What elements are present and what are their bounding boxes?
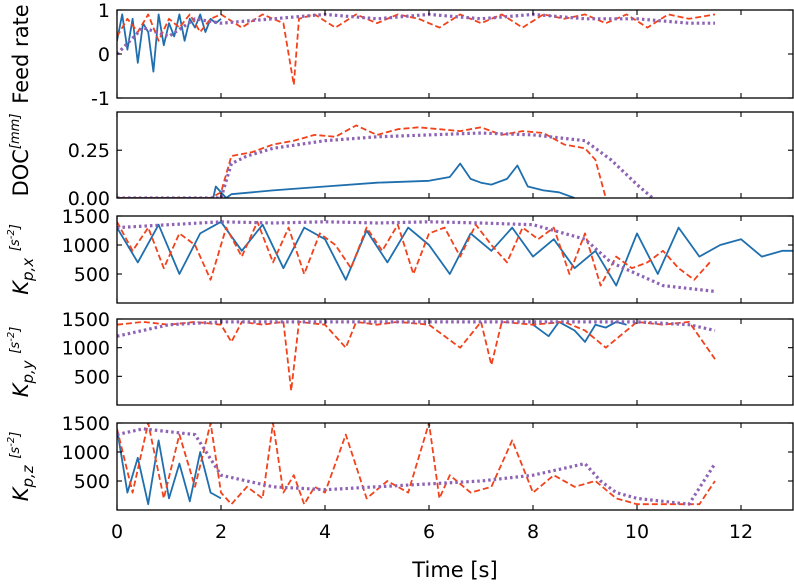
y-tick-label: 1000 xyxy=(62,235,110,257)
series-line-dotted xyxy=(117,427,717,506)
series-group xyxy=(117,320,716,392)
panel-frame xyxy=(116,422,794,511)
y-tick-label: 1500 xyxy=(62,206,110,228)
x-tick-label: 0 xyxy=(111,521,123,543)
y-tick-label: 500 xyxy=(74,471,110,493)
series-line-dashed xyxy=(117,321,716,392)
panel-feed: -1 0 1 Feed rate xyxy=(9,0,794,110)
series-group xyxy=(117,220,793,293)
y-tick-label: 1000 xyxy=(62,338,110,360)
panel-frame xyxy=(116,318,794,406)
series-line-dotted xyxy=(117,12,715,56)
panel-doc: 0.00 0.25 DOC[mm] xyxy=(8,111,794,210)
y-axis-label: Kp,y [s-2] xyxy=(6,327,37,398)
series-group xyxy=(117,12,716,86)
series-line-solid xyxy=(117,13,222,73)
series-group xyxy=(117,124,654,198)
x-tick-label: 8 xyxy=(527,521,539,543)
y-tick-label: 500 xyxy=(74,366,110,388)
series-line-dotted xyxy=(117,220,716,293)
x-tick-label: 10 xyxy=(625,521,649,543)
panel-kpy: 500 1000 1500 Kp,y [s-2] xyxy=(6,309,794,406)
x-tick-label: 12 xyxy=(729,521,753,543)
y-tick-label: 500 xyxy=(74,264,110,286)
y-tick-label: 1500 xyxy=(62,309,110,331)
y-tick-label: 1000 xyxy=(62,442,110,464)
panel-kpx: 500 1000 1500 Kp,x [s-2] xyxy=(6,206,794,304)
y-axis-label: DOC[mm] xyxy=(8,114,33,197)
series-line-dashed xyxy=(117,220,711,287)
y-tick-label: 0 xyxy=(98,44,110,66)
series-line-solid xyxy=(117,162,575,198)
y-axis-label: Kp,z [s-2] xyxy=(6,432,37,502)
x-tick-label: 6 xyxy=(423,521,435,543)
panel-kpz: 500 1000 1500 Kp,z [s-2] xyxy=(6,413,794,511)
series-line-solid xyxy=(117,428,222,506)
panel-frame xyxy=(116,111,794,199)
panel-frame xyxy=(116,215,794,304)
series-line-dashed xyxy=(117,13,716,86)
series-line-dotted xyxy=(117,131,654,198)
y-tick-label: 1 xyxy=(98,0,110,22)
y-tick-label: 0.25 xyxy=(68,140,110,162)
y-axis-label: Feed rate xyxy=(9,4,33,103)
x-axis-label: Time [s] xyxy=(411,558,497,582)
x-tick-label: 4 xyxy=(319,521,331,543)
y-tick-label: 0.00 xyxy=(68,188,110,210)
y-axis-label: Kp,x [s-2] xyxy=(6,224,37,295)
x-axis: 0 2 4 6 8 10 12 xyxy=(111,521,753,543)
y-tick-label: 1500 xyxy=(62,413,110,435)
series-group xyxy=(117,423,717,506)
series-line-dashed xyxy=(117,124,607,198)
y-tick-label: -1 xyxy=(91,88,110,110)
series-line-solid xyxy=(532,321,627,343)
x-tick-label: 2 xyxy=(215,521,227,543)
chart-panels: -1 0 1 Feed rate 0.00 0.25 DOC[mm] 500 1000 1500 K… xyxy=(6,0,794,511)
series-line-dashed xyxy=(117,423,716,506)
